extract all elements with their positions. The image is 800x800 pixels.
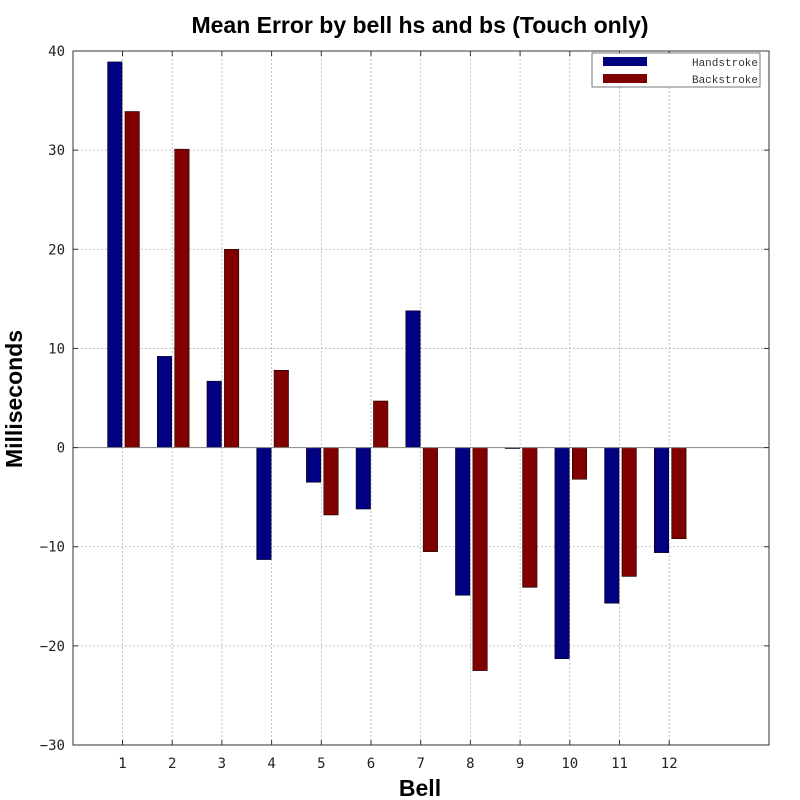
bar-backstroke-bell-5 xyxy=(323,447,339,516)
bar-handstroke-bell-1 xyxy=(107,61,123,448)
x-tick-label: 11 xyxy=(611,756,628,772)
x-tick-label: 4 xyxy=(267,756,275,772)
bar-handstroke-bell-2 xyxy=(157,356,172,448)
x-tick-label: 1 xyxy=(118,756,126,772)
y-tick-label: −10 xyxy=(40,540,65,556)
x-tick-label: 5 xyxy=(317,756,325,772)
x-tick-label: 6 xyxy=(367,756,375,772)
bar-handstroke-bell-10 xyxy=(554,447,570,659)
x-axis-label: Bell xyxy=(399,775,441,800)
legend-swatch-backstroke xyxy=(603,74,647,83)
bar-handstroke-bell-3 xyxy=(206,380,222,448)
bar-handstroke-bell-7 xyxy=(405,310,421,448)
y-axis-label: Milliseconds xyxy=(1,330,27,468)
x-tick-label: 7 xyxy=(416,756,424,772)
bar-backstroke-bell-8 xyxy=(472,447,488,671)
x-axis-ticks: 1 2 3 4 5 6 7 8 9 10 11 12 xyxy=(118,51,678,772)
x-tick-label: 10 xyxy=(561,756,578,772)
bar-backstroke-bell-10 xyxy=(572,447,587,480)
y-tick-label: 10 xyxy=(48,341,65,357)
x-tick-label: 2 xyxy=(168,756,176,772)
bar-handstroke-bell-12 xyxy=(654,447,669,553)
legend-label-backstroke: Backstroke xyxy=(692,75,758,87)
y-tick-label: 40 xyxy=(48,44,65,60)
bars xyxy=(107,61,687,671)
bar-backstroke-bell-12 xyxy=(671,447,687,540)
x-tick-label: 12 xyxy=(661,756,678,772)
y-tick-label: 20 xyxy=(48,242,65,258)
bar-backstroke-bell-9 xyxy=(522,447,538,588)
chart-title: Mean Error by bell hs and bs (Touch only… xyxy=(191,12,648,38)
bar-handstroke-bell-8 xyxy=(455,447,471,596)
bar-handstroke-bell-6 xyxy=(355,447,371,510)
legend: Handstroke Backstroke xyxy=(591,52,761,88)
y-tick-label: 0 xyxy=(57,441,65,457)
bar-backstroke-bell-1 xyxy=(124,111,140,448)
x-tick-label: 8 xyxy=(466,756,474,772)
bar-backstroke-bell-2 xyxy=(174,148,190,448)
bar-handstroke-bell-5 xyxy=(306,447,322,483)
y-tick-label: 30 xyxy=(48,143,65,159)
bar-backstroke-bell-6 xyxy=(373,400,389,448)
y-tick-label: −20 xyxy=(40,639,65,655)
y-tick-label: −30 xyxy=(40,738,65,754)
bar-backstroke-bell-4 xyxy=(273,369,289,448)
x-tick-label: 3 xyxy=(218,756,226,772)
bar-handstroke-bell-4 xyxy=(256,447,272,560)
bar-backstroke-bell-3 xyxy=(224,249,240,448)
bar-backstroke-bell-7 xyxy=(422,447,438,552)
x-tick-label: 9 xyxy=(516,756,524,772)
legend-swatch-handstroke xyxy=(603,57,647,66)
y-axis-ticks: −30 −20 −10 0 10 20 30 40 xyxy=(40,44,769,754)
bar-backstroke-bell-11 xyxy=(621,447,637,577)
legend-label-handstroke: Handstroke xyxy=(692,58,758,70)
bar-handstroke-bell-11 xyxy=(604,447,620,604)
